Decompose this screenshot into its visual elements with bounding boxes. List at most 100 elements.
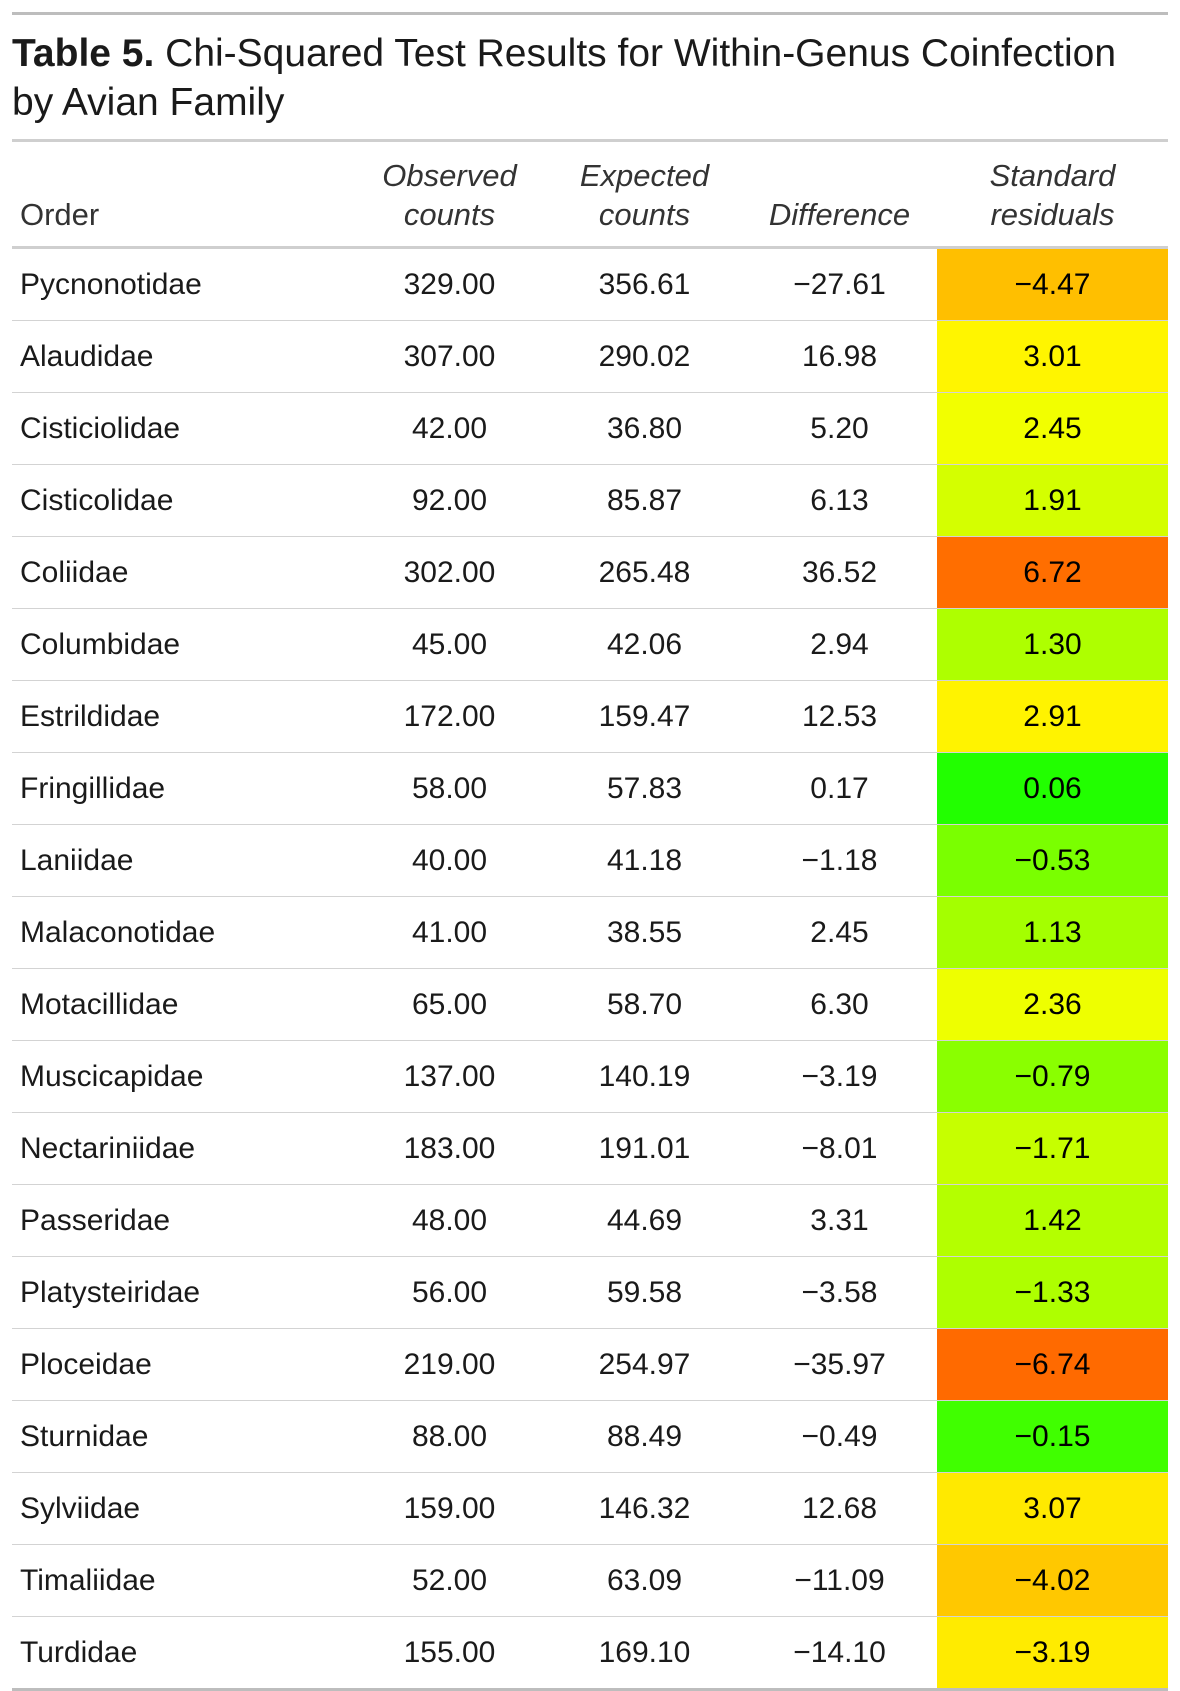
cell-difference: 36.52 [742, 536, 937, 609]
cell-difference: −0.49 [742, 1400, 937, 1473]
cell-observed: 155.00 [352, 1616, 547, 1691]
cell-difference: 5.20 [742, 392, 937, 465]
cell-observed: 183.00 [352, 1112, 547, 1185]
cell-residual: 1.42 [937, 1184, 1168, 1257]
cell-residual: −4.02 [937, 1544, 1168, 1617]
cell-difference: −8.01 [742, 1112, 937, 1185]
cell-expected: 290.02 [547, 320, 742, 393]
cell-difference: 3.31 [742, 1184, 937, 1257]
table-row: Pycnonotidae 329.00 356.61 −27.61 −4.47 [12, 247, 1168, 321]
table-row: Motacillidae 65.00 58.70 6.30 2.36 [12, 968, 1168, 1041]
cell-difference: 12.68 [742, 1472, 937, 1545]
table-row: Cisticolidae 92.00 85.87 6.13 1.91 [12, 464, 1168, 537]
table-row: Platysteiridae 56.00 59.58 −3.58 −1.33 [12, 1256, 1168, 1329]
cell-expected: 356.61 [547, 247, 742, 321]
cell-residual: −0.79 [937, 1040, 1168, 1113]
header-residuals: Standard residuals [989, 158, 1116, 232]
cell-residual: 2.91 [937, 680, 1168, 753]
cell-residual: −1.71 [937, 1112, 1168, 1185]
cell-expected: 63.09 [547, 1544, 742, 1617]
cell-observed: 52.00 [352, 1544, 547, 1617]
table-caption: Table 5. Chi-Squared Test Results for Wi… [12, 15, 1168, 139]
caption-rule [12, 139, 1168, 142]
header-row: Order Observed counts Expected counts Di… [12, 142, 1168, 248]
cell-order: Columbidae [12, 608, 352, 681]
cell-order: Cisticiolidae [12, 392, 352, 465]
cell-observed: 40.00 [352, 824, 547, 897]
header-difference: Difference [768, 197, 911, 232]
cell-observed: 88.00 [352, 1400, 547, 1473]
cell-difference: −11.09 [742, 1544, 937, 1617]
cell-order: Passeridae [12, 1184, 352, 1257]
cell-difference: 12.53 [742, 680, 937, 753]
cell-residual: −3.19 [937, 1616, 1168, 1691]
cell-residual: −0.53 [937, 824, 1168, 897]
cell-residual: 1.30 [937, 608, 1168, 681]
cell-observed: 302.00 [352, 536, 547, 609]
cell-expected: 38.55 [547, 896, 742, 969]
cell-difference: −3.19 [742, 1040, 937, 1113]
cell-difference: 16.98 [742, 320, 937, 393]
cell-residual: −4.47 [937, 247, 1168, 321]
cell-observed: 219.00 [352, 1328, 547, 1401]
cell-observed: 92.00 [352, 464, 547, 537]
table-figure: Table 5. Chi-Squared Test Results for Wi… [12, 12, 1168, 1691]
table-row: Sturnidae 88.00 88.49 −0.49 −0.15 [12, 1400, 1168, 1473]
cell-residual: −0.15 [937, 1400, 1168, 1473]
cell-order: Motacillidae [12, 968, 352, 1041]
caption-lead: Table 5. [12, 32, 155, 75]
top-rule [12, 12, 1168, 15]
table-row: Muscicapidae 137.00 140.19 −3.19 −0.79 [12, 1040, 1168, 1113]
cell-order: Nectariniidae [12, 1112, 352, 1185]
table-row: Coliidae 302.00 265.48 36.52 6.72 [12, 536, 1168, 609]
cell-order: Timaliidae [12, 1544, 352, 1617]
table-row: Timaliidae 52.00 63.09 −11.09 −4.02 [12, 1544, 1168, 1617]
cell-order: Turdidae [12, 1616, 352, 1691]
cell-observed: 172.00 [352, 680, 547, 753]
table-row: Laniidae 40.00 41.18 −1.18 −0.53 [12, 824, 1168, 897]
cell-order: Alaudidae [12, 320, 352, 393]
cell-observed: 56.00 [352, 1256, 547, 1329]
cell-observed: 58.00 [352, 752, 547, 825]
cell-order: Sturnidae [12, 1400, 352, 1473]
cell-expected: 44.69 [547, 1184, 742, 1257]
cell-residual: 2.36 [937, 968, 1168, 1041]
cell-residual: −1.33 [937, 1256, 1168, 1329]
cell-expected: 85.87 [547, 464, 742, 537]
cell-expected: 146.32 [547, 1472, 742, 1545]
table-row: Fringillidae 58.00 57.83 0.17 0.06 [12, 752, 1168, 825]
table-row: Alaudidae 307.00 290.02 16.98 3.01 [12, 320, 1168, 393]
cell-difference: 2.45 [742, 896, 937, 969]
cell-expected: 57.83 [547, 752, 742, 825]
cell-residual: 3.01 [937, 320, 1168, 393]
table-row: Turdidae 155.00 169.10 −14.10 −3.19 [12, 1616, 1168, 1691]
cell-observed: 48.00 [352, 1184, 547, 1257]
cell-expected: 254.97 [547, 1328, 742, 1401]
cell-difference: −3.58 [742, 1256, 937, 1329]
table-row: Passeridae 48.00 44.69 3.31 1.42 [12, 1184, 1168, 1257]
cell-difference: −1.18 [742, 824, 937, 897]
cell-observed: 329.00 [352, 247, 547, 321]
cell-difference: 6.30 [742, 968, 937, 1041]
cell-order: Estrildidae [12, 680, 352, 753]
cell-expected: 42.06 [547, 608, 742, 681]
cell-expected: 140.19 [547, 1040, 742, 1113]
cell-difference: 2.94 [742, 608, 937, 681]
cell-residual: 1.91 [937, 464, 1168, 537]
cell-order: Muscicapidae [12, 1040, 352, 1113]
cell-residual: 0.06 [937, 752, 1168, 825]
cell-residual: 1.13 [937, 896, 1168, 969]
table-row: Ploceidae 219.00 254.97 −35.97 −6.74 [12, 1328, 1168, 1401]
cell-observed: 45.00 [352, 608, 547, 681]
cell-difference: −35.97 [742, 1328, 937, 1401]
cell-residual: −6.74 [937, 1328, 1168, 1401]
cell-observed: 65.00 [352, 968, 547, 1041]
cell-residual: 3.07 [937, 1472, 1168, 1545]
table-row: Sylviidae 159.00 146.32 12.68 3.07 [12, 1472, 1168, 1545]
cell-expected: 191.01 [547, 1112, 742, 1185]
table-row: Estrildidae 172.00 159.47 12.53 2.91 [12, 680, 1168, 753]
cell-order: Fringillidae [12, 752, 352, 825]
results-table: Order Observed counts Expected counts Di… [12, 142, 1168, 1691]
table-row: Cisticiolidae 42.00 36.80 5.20 2.45 [12, 392, 1168, 465]
cell-observed: 307.00 [352, 320, 547, 393]
